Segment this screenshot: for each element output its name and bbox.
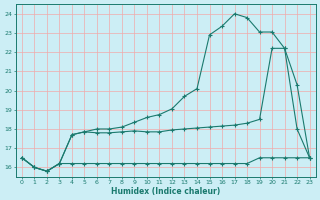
X-axis label: Humidex (Indice chaleur): Humidex (Indice chaleur) xyxy=(111,187,220,196)
